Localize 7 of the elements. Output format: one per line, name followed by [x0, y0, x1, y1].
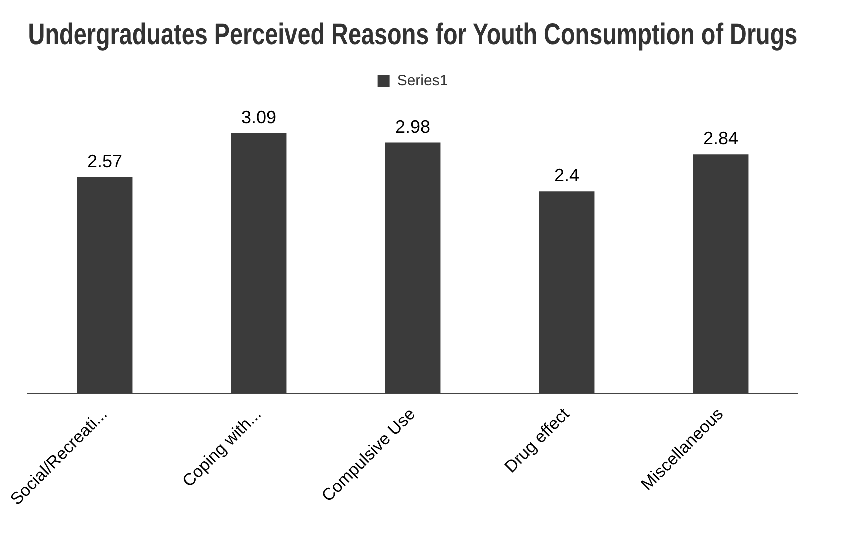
- chart-title: Undergraduates Perceived Reasons for Youth Consumption of Drugs: [28, 18, 798, 51]
- data-label: 2.98: [395, 116, 431, 137]
- legend-label: Series1: [397, 72, 448, 90]
- data-label: 2.84: [703, 128, 739, 149]
- data-label: 3.09: [241, 107, 277, 128]
- data-label: 2.4: [554, 166, 580, 186]
- data-label: 2.57: [87, 151, 123, 172]
